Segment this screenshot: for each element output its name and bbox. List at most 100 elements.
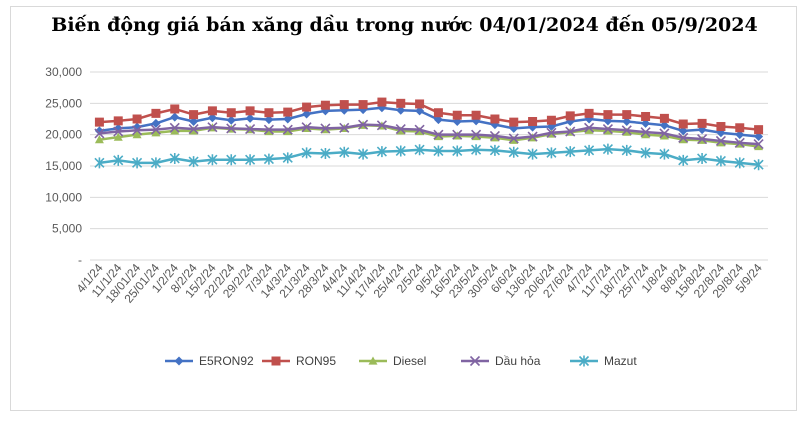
chart-title: Biến động giá bán xăng dầu trong nước 04… — [51, 14, 758, 36]
series-4-point — [715, 155, 726, 167]
series-4-point — [395, 145, 406, 157]
series-3-point — [527, 131, 538, 142]
series-1-point — [490, 114, 500, 124]
series-3-point — [395, 123, 406, 135]
series-2-point — [716, 138, 726, 147]
series-4-point — [452, 145, 463, 157]
series-4-point — [132, 157, 143, 169]
series-1-point — [189, 110, 199, 120]
series-1-point — [546, 115, 556, 125]
y-tick-label: 20,000 — [45, 128, 82, 142]
series-3-point — [188, 123, 199, 135]
series-1-point — [565, 111, 575, 121]
series-2-point — [641, 130, 651, 139]
series-3-point — [414, 124, 425, 135]
y-tick-label: - — [78, 253, 82, 267]
series-1-point — [113, 116, 123, 126]
series-4-point — [584, 144, 595, 156]
series-4-point — [602, 143, 613, 155]
series-2-point — [603, 126, 613, 135]
series-1-point — [697, 118, 707, 128]
series-3-point — [621, 125, 632, 136]
legend-label: E5RON92 — [199, 354, 254, 368]
series-3-point — [150, 124, 161, 135]
series-1-point — [170, 104, 180, 114]
series-1-point — [302, 102, 312, 112]
series-3-point — [433, 129, 444, 140]
legend-marker — [578, 355, 590, 367]
series-0-point — [641, 118, 651, 128]
series-0-point — [659, 120, 669, 130]
series-1-point — [622, 110, 632, 120]
series-0-point — [170, 112, 180, 122]
series-2-point — [490, 133, 500, 142]
series-3-point — [245, 123, 256, 135]
series-1-point — [151, 108, 161, 118]
series-3-point — [546, 127, 557, 138]
series-1-point — [245, 106, 255, 116]
series-1-point — [603, 110, 613, 120]
series-2-point — [132, 130, 142, 139]
series-4-point — [659, 148, 670, 160]
y-tick-label: 10,000 — [45, 190, 82, 204]
series-1-point — [415, 99, 425, 109]
series-4-point — [207, 154, 218, 166]
series-4-point — [263, 153, 274, 165]
legend-marker — [368, 356, 378, 365]
series-4-point — [546, 147, 557, 159]
series-4-point — [358, 148, 369, 160]
legend-marker — [469, 355, 481, 367]
series-4-point — [376, 146, 387, 158]
series-1-point — [641, 111, 651, 121]
y-tick-label: 30,000 — [45, 65, 82, 79]
series-0-point — [264, 115, 274, 125]
series-3-point — [508, 133, 519, 144]
series-3-point — [339, 122, 350, 133]
y-tick-label: 15,000 — [45, 159, 82, 173]
legend-label: Dầu hỏa — [495, 354, 541, 368]
series-1-point — [320, 100, 330, 110]
legend-marker — [271, 356, 281, 366]
series-3-point — [320, 123, 331, 134]
series-1-point — [471, 110, 481, 120]
series-3-point — [584, 122, 595, 133]
series-2-point — [678, 135, 688, 144]
series-1-point — [716, 122, 726, 132]
series-2-point — [283, 127, 293, 136]
y-tick-label: 5,000 — [52, 222, 82, 236]
series-1-point — [264, 108, 274, 118]
series-2-point — [622, 127, 632, 136]
series-0-point — [245, 113, 255, 123]
series-1-point — [678, 119, 688, 129]
series-3-point — [358, 119, 369, 130]
series-1-point — [584, 108, 594, 118]
series-3-point — [263, 124, 274, 135]
series-3-point — [226, 123, 237, 134]
series-0-point — [283, 114, 293, 124]
series-2-point — [170, 126, 180, 135]
series-1-point — [358, 100, 368, 110]
series-1-point — [735, 123, 745, 133]
series-4-point — [414, 144, 425, 156]
series-3-point — [678, 132, 689, 143]
series-3-point — [659, 128, 670, 139]
series-3-point — [169, 122, 180, 133]
series-4-point — [640, 147, 651, 159]
chart-frame — [10, 6, 797, 411]
series-4-point — [245, 154, 256, 166]
series-3-point — [452, 129, 463, 140]
series-4-point — [94, 157, 105, 169]
series-3-point — [376, 120, 387, 131]
series-2-point — [151, 128, 161, 137]
series-3-point — [94, 128, 105, 139]
series-3-line — [99, 123, 759, 146]
series-4-point — [339, 146, 350, 158]
series-0-point — [151, 118, 161, 128]
series-3-point — [282, 124, 293, 135]
series-1-point — [433, 108, 443, 118]
series-1-point — [396, 98, 406, 108]
series-1-point — [754, 125, 764, 135]
legend-label: Diesel — [393, 354, 426, 368]
series-4-point — [508, 146, 519, 158]
